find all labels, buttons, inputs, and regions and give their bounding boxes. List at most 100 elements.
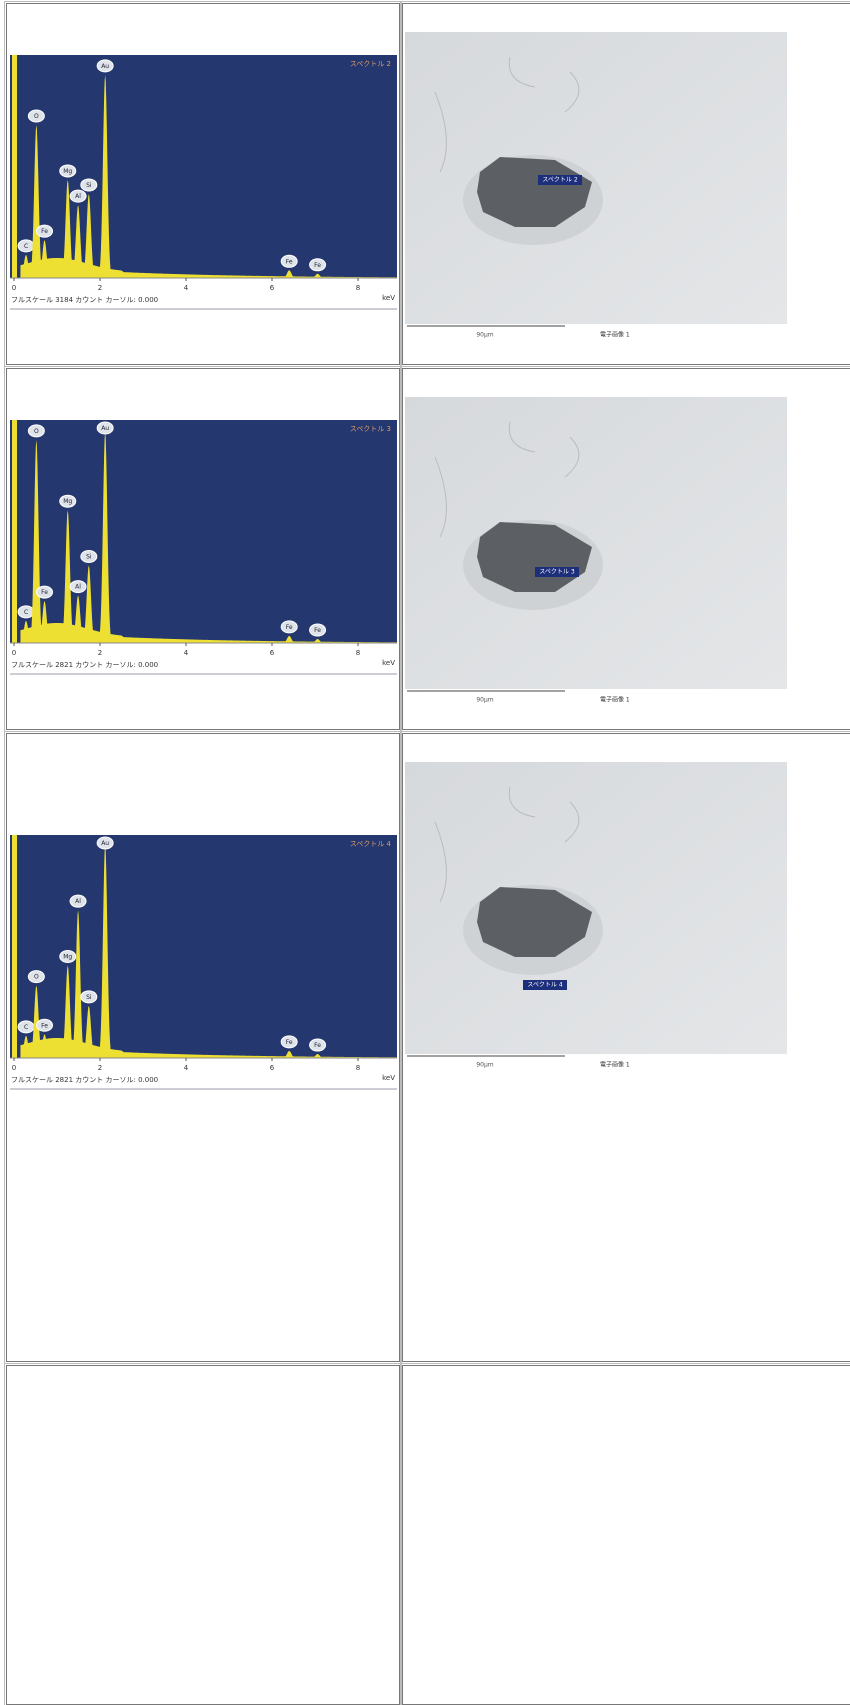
sem-background — [405, 762, 787, 1054]
zero-peak — [12, 835, 17, 1058]
peak-label-badge — [80, 990, 98, 1004]
plot-area — [10, 55, 397, 278]
peak — [59, 510, 77, 643]
spectrum-marker-box — [535, 567, 579, 577]
x-tick-label: 2 — [98, 1064, 102, 1072]
scale-label: 90μm — [476, 1062, 493, 1069]
peak-label-badge — [69, 894, 87, 908]
peak-label: Au — [101, 63, 109, 70]
peak-label-badge — [309, 623, 327, 637]
x-tick-label: 0 — [12, 284, 16, 292]
peak — [96, 844, 114, 1058]
peak-label: Mg — [63, 954, 72, 961]
x-tick-label: 4 — [184, 284, 189, 292]
continuum — [20, 258, 397, 278]
sem-image: スペクトル 4 90μm 電子画像 1 — [405, 762, 787, 1088]
peak-label: Al — [75, 898, 81, 905]
table-cell — [4, 366, 402, 732]
peak-label: Au — [101, 425, 109, 432]
peak-label: Fe — [314, 1042, 321, 1049]
spectrum-title: スペクトル 2 — [350, 60, 391, 68]
spectrum-marker: スペクトル 3 — [539, 569, 574, 576]
peak-label-badge — [309, 1038, 327, 1052]
peak-label-badge — [59, 950, 77, 964]
spectrum-marker: スペクトル 2 — [542, 177, 577, 184]
table-cell — [400, 1363, 850, 1705]
peak — [27, 985, 45, 1058]
x-unit: keV — [382, 294, 395, 302]
peak-label-badge — [69, 580, 87, 594]
peak-label-badge — [36, 1018, 54, 1032]
plot-area — [10, 420, 397, 643]
spectrum-footer: フルスケール 2821 カウント カーソル: 0.000 — [11, 661, 158, 669]
peak — [308, 639, 327, 643]
peak — [35, 1034, 54, 1058]
peak-label: Fe — [41, 1022, 48, 1029]
table-cell — [4, 1, 402, 367]
x-tick-label: 8 — [356, 1064, 360, 1072]
eds-spectrum: スペクトル 4 C O Fe Mg Al Si Au Fe Fe 0 2 4 6 8 keV フルスケール 28… — [10, 835, 397, 1092]
peak-label-badge — [280, 1035, 298, 1049]
scale-label: 90μm — [476, 697, 493, 704]
spectrum-marker-box — [538, 175, 582, 185]
peak-label-badge — [280, 620, 298, 634]
peak-label-badge — [80, 550, 98, 564]
peak-label: Si — [86, 994, 92, 1001]
peak — [280, 1050, 298, 1058]
spectrum-marker: スペクトル 4 — [527, 982, 562, 989]
axis-area — [10, 1058, 397, 1092]
peak — [69, 910, 87, 1058]
table-cell — [400, 731, 850, 1364]
peak — [59, 179, 77, 278]
x-tick-label: 4 — [184, 649, 189, 657]
scale-strip — [405, 324, 787, 358]
scratch — [434, 56, 580, 173]
table-cell — [4, 1363, 402, 1705]
table-cell — [4, 731, 402, 1364]
x-unit: keV — [382, 659, 395, 667]
peak-label-badge — [59, 164, 77, 178]
peak-label-badge — [27, 970, 45, 984]
peak-label: O — [34, 113, 39, 120]
peak-label: Fe — [286, 1039, 293, 1046]
image-caption: 電子画像 1 — [600, 696, 630, 704]
peak-label-badge — [96, 421, 114, 435]
peak-label: Si — [86, 554, 92, 561]
peak — [80, 1005, 98, 1058]
scratch — [434, 421, 580, 538]
spectrum-marker-box — [523, 980, 567, 990]
peak-label: Mg — [63, 498, 72, 505]
peak-label: Fe — [314, 262, 321, 269]
peak-label: Si — [86, 182, 92, 189]
scale-strip — [405, 1054, 787, 1088]
peak — [59, 965, 77, 1058]
scratch — [434, 786, 580, 903]
peak — [280, 635, 298, 643]
scale-label: 90μm — [476, 332, 493, 339]
particle — [477, 157, 592, 227]
x-tick-label: 2 — [98, 284, 102, 292]
axis-area — [10, 278, 397, 312]
zero-peak — [12, 55, 17, 278]
peak — [35, 601, 54, 643]
peak-label: Al — [75, 584, 81, 591]
continuum — [20, 623, 397, 643]
peak-label-badge — [96, 836, 114, 850]
peak-label: C — [24, 609, 28, 616]
peak — [69, 595, 87, 643]
peak-label: Fe — [286, 624, 293, 631]
peak — [35, 240, 54, 278]
continuum — [20, 1038, 397, 1058]
peak — [308, 1054, 327, 1058]
peak-label: Fe — [286, 258, 293, 265]
image-caption: 電子画像 1 — [600, 331, 630, 339]
peak-label: Fe — [41, 228, 48, 235]
peak-label-badge — [309, 258, 327, 272]
peak — [27, 439, 45, 643]
peak-label-badge — [36, 585, 54, 599]
peak-label: O — [34, 428, 39, 435]
peak-label: Al — [75, 193, 81, 200]
peak-label: Fe — [314, 627, 321, 634]
peak-label: Fe — [41, 589, 48, 596]
